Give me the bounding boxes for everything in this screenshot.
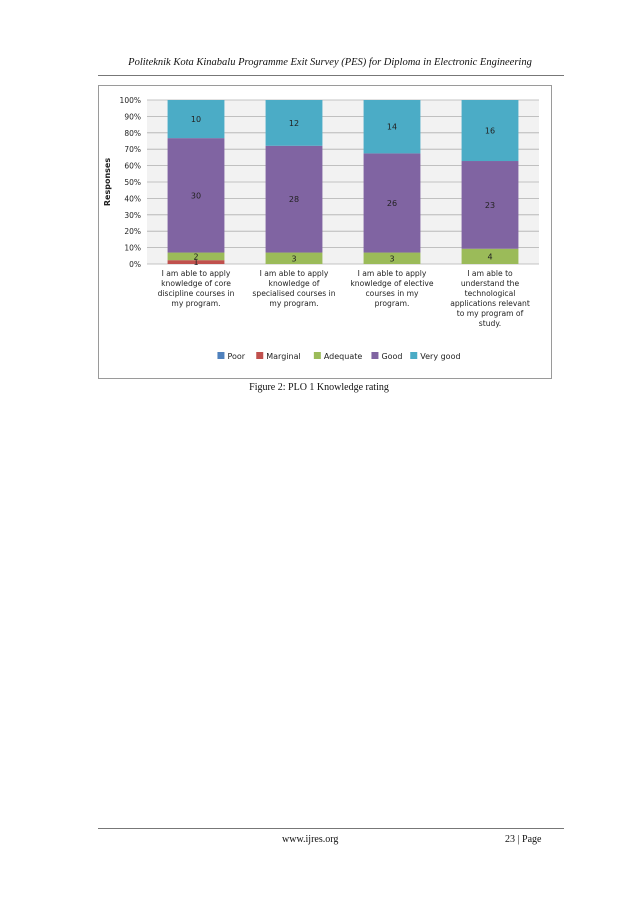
page-header: Politeknik Kota Kinabalu Programme Exit …	[128, 57, 532, 68]
legend-swatch	[371, 352, 379, 359]
y-tick-label: 20%	[124, 227, 141, 236]
x-category-label: I am able to apply	[260, 269, 329, 278]
legend-swatch	[410, 352, 418, 359]
segment-label: 16	[485, 127, 495, 136]
bar-segment	[167, 138, 225, 253]
x-category-label: my program.	[171, 299, 220, 308]
bar-segment	[167, 100, 225, 139]
bar-segment	[363, 100, 421, 154]
legend-label: Good	[381, 352, 402, 361]
segment-label: 10	[191, 115, 201, 124]
bar-segment	[363, 252, 421, 264]
x-category-label: discipline courses in	[158, 289, 235, 298]
bar-segment	[461, 161, 519, 249]
y-tick-label: 0%	[129, 260, 141, 269]
header-rule	[98, 75, 564, 76]
legend-swatch	[313, 352, 321, 359]
x-category-label: knowledge of	[269, 279, 320, 288]
y-tick-label: 70%	[124, 145, 141, 154]
segment-label: 3	[291, 254, 296, 263]
bar-segment	[265, 252, 323, 264]
segment-label: 14	[387, 123, 397, 132]
y-tick-label: 80%	[124, 129, 141, 138]
bar-segment	[265, 100, 323, 146]
bars	[167, 100, 519, 264]
legend-swatch	[217, 352, 225, 359]
x-category-label: to my program of	[457, 309, 524, 318]
x-category-label: I am able to apply	[358, 269, 427, 278]
y-tick-label: 50%	[124, 178, 141, 187]
legend-label: Poor	[227, 352, 245, 361]
bar-segment	[461, 100, 519, 162]
y-tick-label: 40%	[124, 194, 141, 203]
x-category-label: knowledge of core	[161, 279, 231, 288]
chart-legend: Poor Marginal Adequate Good Very good	[217, 352, 461, 361]
segment-label: 28	[289, 195, 299, 204]
y-tick-label: 90%	[124, 112, 141, 121]
x-category-label: applications relevant	[450, 299, 530, 308]
bar-segment	[265, 145, 323, 253]
x-category-label: I am able to	[467, 269, 513, 278]
x-category-label: I am able to apply	[162, 269, 231, 278]
bar-segment	[363, 153, 421, 253]
y-tick-label: 60%	[124, 162, 141, 171]
y-axis-label: Responses	[103, 158, 112, 206]
segment-label: 23	[485, 201, 495, 210]
footer-rule	[98, 828, 564, 829]
x-category-label: program.	[375, 299, 410, 308]
legend-label: Adequate	[324, 352, 363, 361]
segment-label: 26	[387, 199, 397, 208]
figure-caption: Figure 2: PLO 1 Knowledge rating	[249, 382, 389, 393]
y-tick-label: 10%	[124, 244, 141, 253]
stacked-bar-chart: 0% 10% 20% 30% 40% 50% 60% 70% 80% 90% 100% Respon…	[103, 96, 539, 361]
y-tick-labels: 0% 10% 20% 30% 40% 50% 60% 70% 80% 90% 100%	[120, 96, 141, 269]
segment-label: 4	[487, 252, 492, 261]
x-category-label: my program.	[269, 299, 318, 308]
segment-label: 30	[191, 191, 201, 200]
segment-label: 12	[289, 119, 299, 128]
legend-swatch	[256, 352, 264, 359]
legend-label: Marginal	[266, 352, 300, 361]
legend-label: Very good	[420, 352, 460, 361]
segment-label: 3	[389, 254, 394, 263]
bar-segment	[461, 248, 519, 264]
x-category-label: study.	[479, 319, 501, 328]
x-category-label: specialised courses in	[252, 289, 335, 298]
segment-label: 1	[193, 258, 198, 267]
x-category-label: technological	[465, 289, 516, 298]
bar-segment	[167, 252, 225, 261]
figure-box: 0% 10% 20% 30% 40% 50% 60% 70% 80% 90% 100% Respon…	[98, 85, 552, 379]
x-category-label: courses in my	[366, 289, 419, 298]
bar-segment	[167, 260, 225, 264]
footer-url: www.ijres.org	[282, 834, 339, 845]
footer-page-number: 23 | Page	[505, 834, 542, 845]
y-tick-label: 100%	[120, 96, 141, 105]
y-tick-label: 30%	[124, 211, 141, 220]
x-category-label: knowledge of elective	[350, 279, 434, 288]
segment-label: 2	[193, 252, 198, 261]
x-category-label: understand the	[461, 279, 520, 288]
